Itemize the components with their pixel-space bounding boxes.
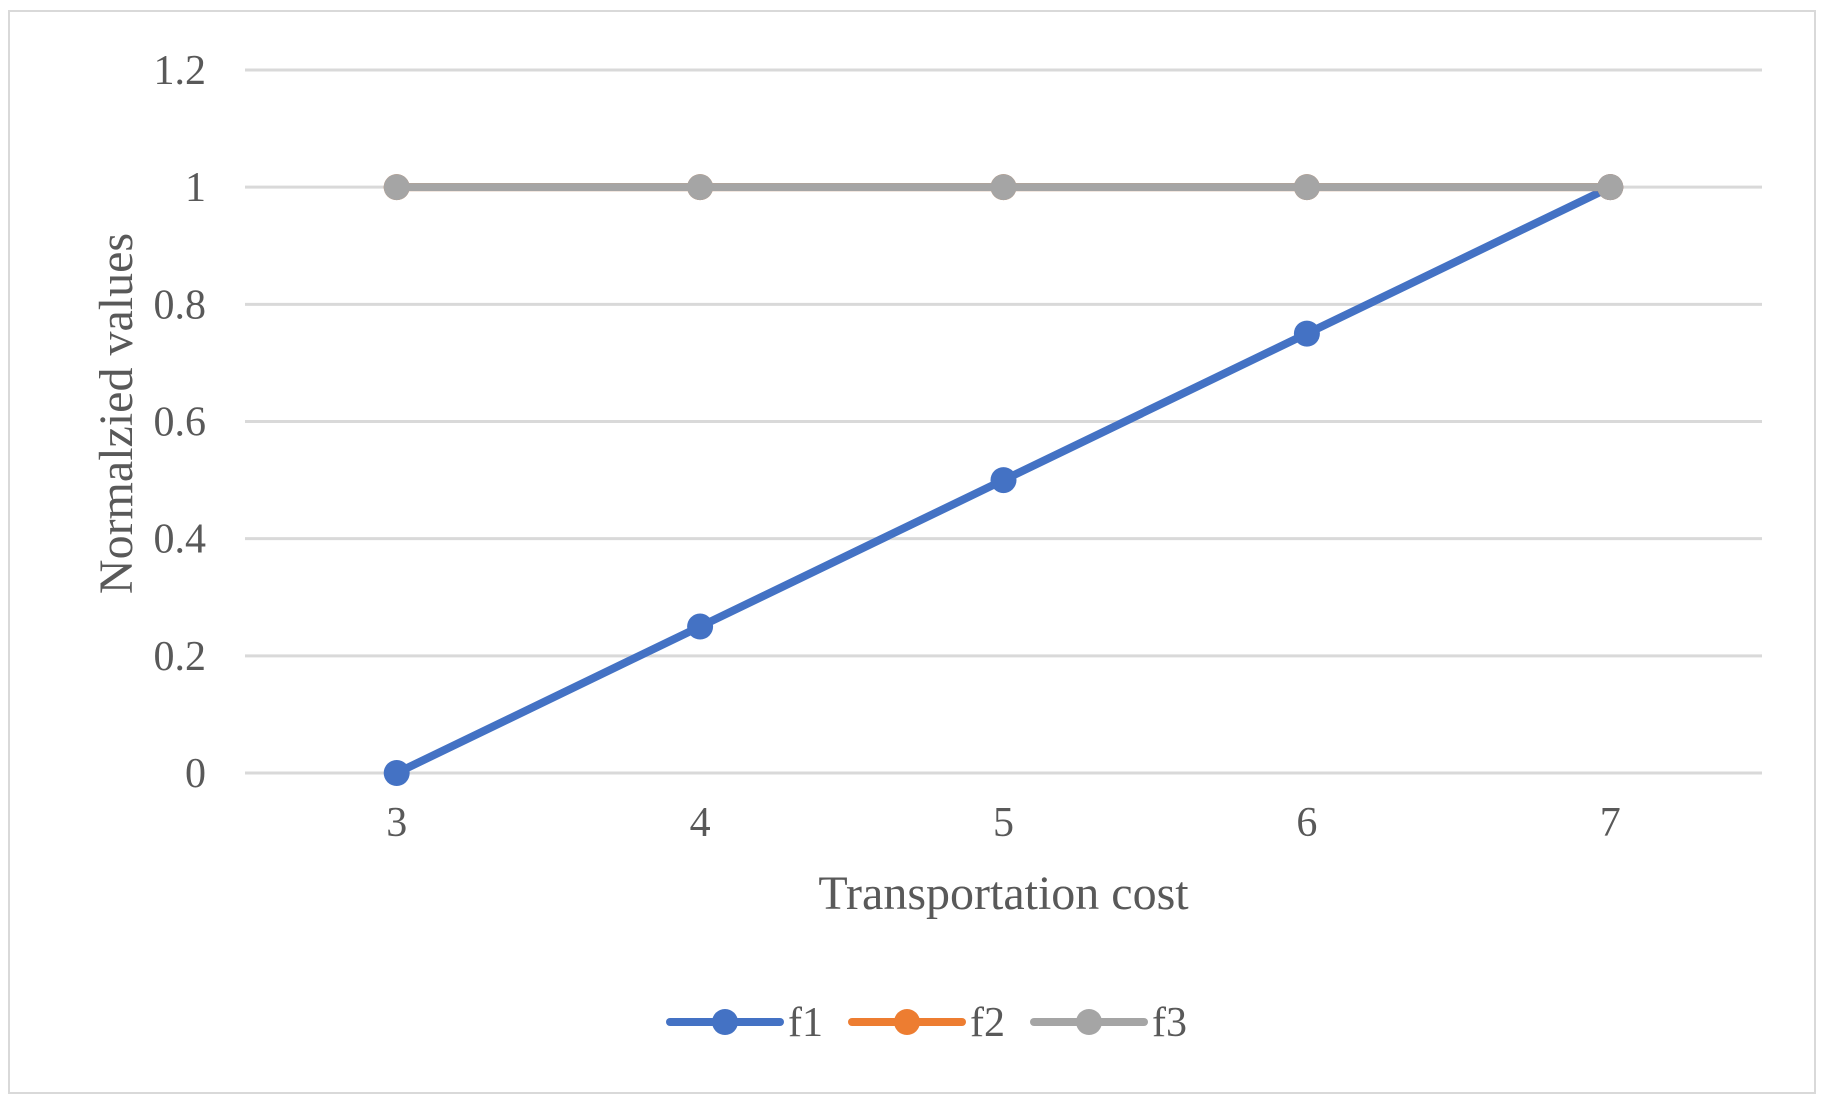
legend-item-f2: f2 bbox=[848, 1000, 1005, 1046]
legend-item-f1: f1 bbox=[666, 1000, 823, 1046]
y-axis-ticks: 0 0.2 0.4 0.6 0.8 1 1.2 bbox=[154, 48, 207, 797]
y-axis-title: Normalzied values bbox=[90, 233, 143, 594]
legend-label: f3 bbox=[1152, 1000, 1187, 1046]
legend-swatch-marker bbox=[1076, 1009, 1102, 1035]
x-axis-ticks: 3 4 5 6 7 bbox=[386, 800, 1621, 846]
x-tick-label: 6 bbox=[1296, 800, 1317, 846]
y-tick-label: 0.4 bbox=[154, 517, 207, 563]
y-tick-label: 0 bbox=[185, 751, 206, 797]
y-tick-label: 1.2 bbox=[154, 48, 207, 94]
legend-swatch-marker bbox=[894, 1009, 920, 1035]
legend-label: f1 bbox=[788, 1000, 823, 1046]
series-f3 bbox=[383, 174, 1624, 201]
x-axis-title: Transportation cost bbox=[818, 867, 1189, 920]
data-point-f3 bbox=[687, 174, 714, 201]
legend-swatch-marker bbox=[712, 1009, 738, 1035]
data-point-f3 bbox=[383, 174, 410, 201]
x-tick-label: 4 bbox=[690, 800, 711, 846]
legend: f1 f2 f3 bbox=[666, 1000, 1187, 1046]
x-tick-label: 3 bbox=[386, 800, 407, 846]
data-point-f3 bbox=[990, 174, 1017, 201]
x-tick-label: 5 bbox=[993, 800, 1014, 846]
data-point-f1 bbox=[1293, 320, 1320, 347]
series-f1 bbox=[383, 174, 1624, 786]
data-point-f1 bbox=[687, 613, 714, 640]
series-lines bbox=[383, 174, 1624, 786]
x-tick-label: 7 bbox=[1600, 800, 1621, 846]
chart-frame: 0 0.2 0.4 0.6 0.8 1 1.2 3 4 5 6 7 Transportation c… bbox=[8, 10, 1816, 1094]
y-tick-label: 0.2 bbox=[154, 634, 207, 680]
legend-item-f3: f3 bbox=[1030, 1000, 1187, 1046]
legend-label: f2 bbox=[970, 1000, 1005, 1046]
line-chart: 0 0.2 0.4 0.6 0.8 1 1.2 3 4 5 6 7 Transportation c… bbox=[90, 48, 1762, 1046]
data-point-f3 bbox=[1293, 174, 1320, 201]
data-point-f3 bbox=[1597, 174, 1624, 201]
data-point-f1 bbox=[990, 467, 1017, 494]
y-tick-label: 0.8 bbox=[154, 282, 207, 328]
data-point-f1 bbox=[383, 760, 410, 786]
y-tick-label: 1 bbox=[185, 165, 206, 211]
y-tick-label: 0.6 bbox=[154, 400, 207, 446]
